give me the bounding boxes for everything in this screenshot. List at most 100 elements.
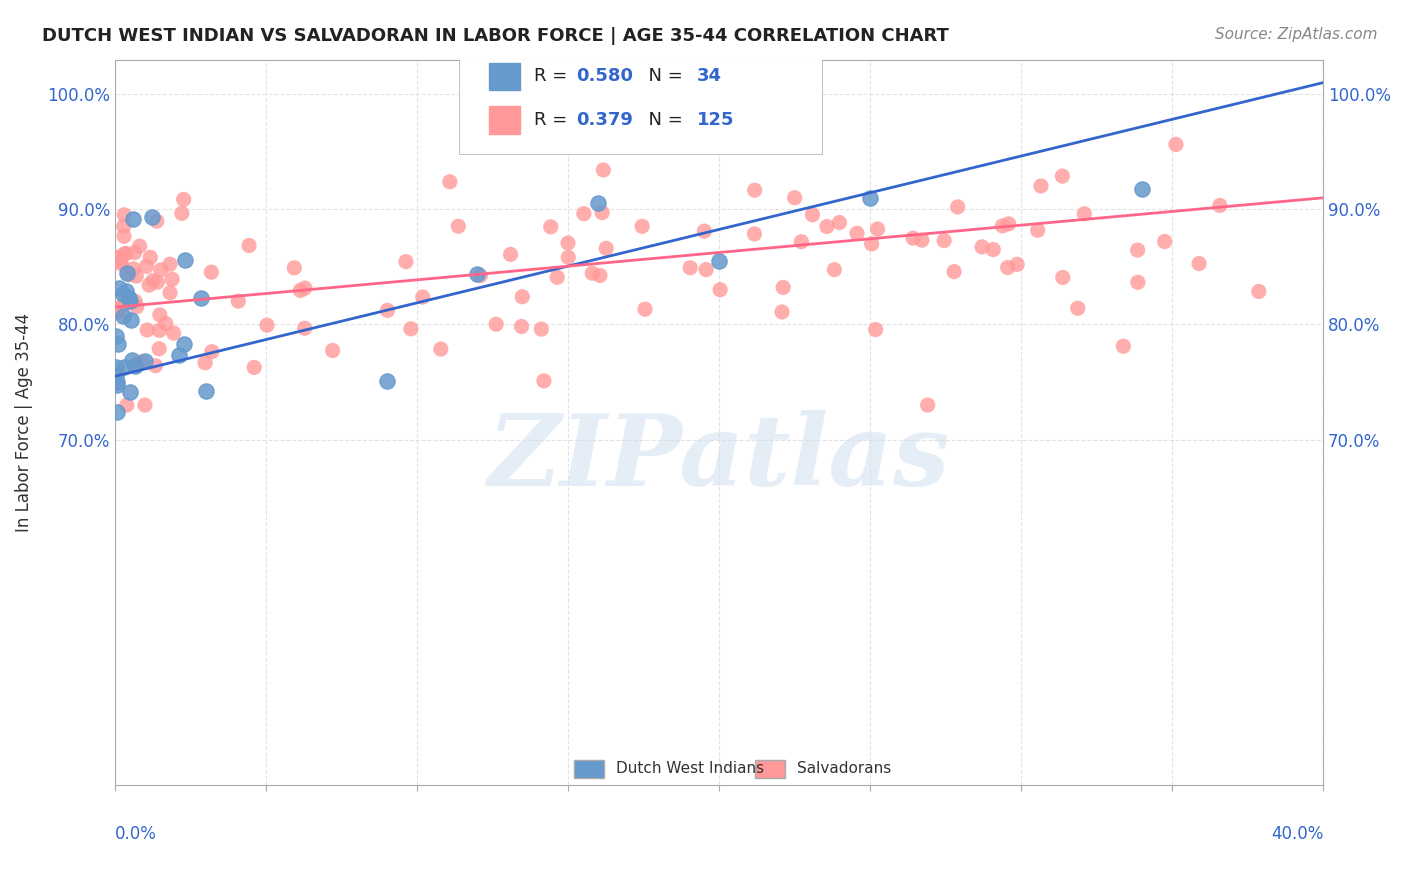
Text: Salvadorans: Salvadorans [797,761,891,776]
Point [823,262,845,277]
Point [430,342,453,356]
Point [243,360,266,375]
Point [160,272,183,286]
Point [121,211,143,226]
Point [377,303,399,318]
Point [1130,182,1153,196]
Point [138,278,160,293]
Point [1164,137,1187,152]
Point [1029,178,1052,193]
Text: 0.379: 0.379 [576,111,633,128]
Point [173,193,195,207]
Point [1073,207,1095,221]
Point [695,262,717,277]
Text: 0.0%: 0.0% [115,825,156,844]
Point [943,265,966,279]
Point [790,235,813,249]
Point [1112,339,1135,353]
FancyBboxPatch shape [489,106,520,134]
Point [145,359,167,373]
FancyBboxPatch shape [489,62,520,90]
Point [1126,275,1149,289]
Point [1026,223,1049,237]
Point [1067,301,1090,316]
Point [946,200,969,214]
Point [510,290,533,304]
Point [866,222,889,236]
Point [105,368,128,383]
Point [934,234,956,248]
Point [118,294,141,309]
Point [195,384,218,398]
Point [190,291,212,305]
Point [865,322,887,336]
Point [105,329,128,343]
Point [1153,235,1175,249]
Point [142,273,165,287]
Point [470,268,492,283]
Point [122,261,145,276]
Point [107,337,129,351]
Text: Source: ZipAtlas.com: Source: ZipAtlas.com [1215,27,1378,42]
Point [1126,243,1149,257]
Point [375,374,398,388]
Point [194,356,217,370]
Text: 0.580: 0.580 [576,67,633,86]
Point [110,254,132,268]
Text: N =: N = [637,67,689,86]
Point [801,208,824,222]
Point [693,224,716,238]
Point [200,265,222,279]
Point [226,294,249,309]
Point [107,375,129,389]
Point [238,238,260,252]
Point [283,260,305,275]
Point [294,281,316,295]
Point [846,227,869,241]
Point [174,253,197,268]
FancyBboxPatch shape [574,760,605,778]
Point [981,243,1004,257]
Point [105,405,128,419]
Point [859,191,882,205]
Point [134,398,156,412]
Point [592,163,614,178]
Point [149,308,172,322]
Point [290,284,312,298]
Point [595,241,617,255]
Point [997,260,1019,275]
Point [412,290,434,304]
Point [533,374,555,388]
Point [159,285,181,300]
Point [709,283,731,297]
Point [125,268,148,283]
Point [131,355,153,369]
Point [770,305,793,319]
Point [679,260,702,275]
Point [110,257,132,271]
Point [115,285,138,299]
Point [772,280,794,294]
Point [115,246,138,260]
Point [155,317,177,331]
Point [148,342,170,356]
Point [112,229,135,244]
Point [815,219,838,234]
Point [121,352,143,367]
Point [115,266,138,280]
Point [120,313,142,327]
Point [1052,169,1074,183]
Point [399,322,422,336]
Point [917,398,939,412]
Point [447,219,470,234]
Point [557,235,579,250]
Point [107,305,129,319]
Point [1188,257,1211,271]
Point [105,359,128,374]
Point [395,254,418,268]
Point [744,183,766,197]
Text: N =: N = [637,111,689,128]
Point [631,219,654,234]
Point [128,239,150,253]
Point [591,205,613,219]
